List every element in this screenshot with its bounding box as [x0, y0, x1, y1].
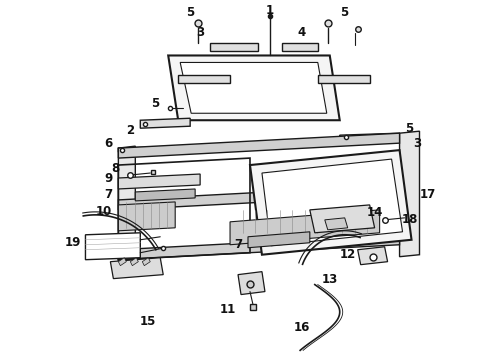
Polygon shape [178, 75, 230, 84]
Polygon shape [262, 159, 403, 246]
Polygon shape [250, 150, 412, 255]
Polygon shape [135, 189, 195, 201]
Text: 2: 2 [126, 124, 134, 137]
Polygon shape [310, 205, 375, 233]
Polygon shape [358, 247, 388, 265]
Text: 5: 5 [151, 97, 159, 110]
Text: 10: 10 [95, 205, 112, 219]
Text: 11: 11 [220, 303, 236, 316]
Text: 5: 5 [340, 6, 348, 19]
Polygon shape [119, 185, 399, 210]
Polygon shape [119, 133, 399, 158]
Polygon shape [399, 131, 419, 257]
Text: 16: 16 [294, 321, 310, 334]
Text: 5: 5 [186, 6, 194, 19]
Text: 7: 7 [234, 238, 242, 251]
Polygon shape [248, 232, 310, 248]
Polygon shape [130, 258, 138, 266]
Polygon shape [119, 146, 135, 262]
Polygon shape [180, 62, 327, 113]
Polygon shape [142, 258, 150, 266]
Polygon shape [168, 55, 340, 120]
Polygon shape [340, 133, 399, 141]
Polygon shape [119, 174, 200, 189]
Text: 19: 19 [64, 236, 81, 249]
Text: 18: 18 [401, 213, 417, 226]
Polygon shape [210, 42, 258, 50]
Text: 9: 9 [104, 171, 113, 185]
Text: 13: 13 [321, 273, 338, 286]
Polygon shape [85, 233, 140, 260]
Polygon shape [140, 118, 190, 128]
Text: 4: 4 [298, 26, 306, 39]
Text: 17: 17 [419, 188, 436, 202]
Polygon shape [119, 202, 175, 231]
Polygon shape [325, 218, 348, 230]
Text: 14: 14 [367, 206, 383, 219]
Text: 5: 5 [405, 122, 414, 135]
Polygon shape [119, 235, 399, 260]
Text: 3: 3 [414, 137, 421, 150]
Polygon shape [119, 258, 126, 266]
Polygon shape [238, 272, 265, 294]
Text: 6: 6 [104, 137, 113, 150]
Polygon shape [282, 42, 318, 50]
Text: 12: 12 [340, 248, 356, 261]
Polygon shape [318, 75, 369, 84]
Text: 1: 1 [266, 4, 274, 17]
Polygon shape [110, 258, 163, 279]
Text: 3: 3 [196, 26, 204, 39]
Text: 8: 8 [111, 162, 120, 175]
Text: 7: 7 [104, 188, 112, 202]
Polygon shape [230, 210, 380, 245]
Polygon shape [119, 146, 175, 154]
Text: 15: 15 [140, 315, 156, 328]
